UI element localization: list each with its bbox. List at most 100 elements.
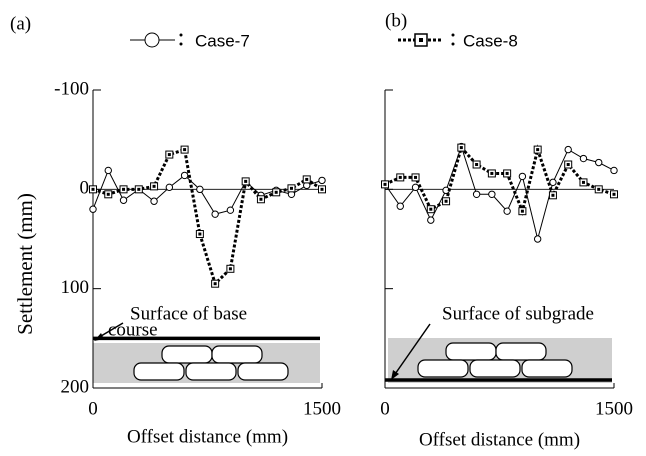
data-point [548, 191, 557, 200]
data-point [533, 235, 542, 243]
marker-dot [505, 171, 509, 175]
data-point [442, 197, 451, 206]
series-line [92, 147, 323, 287]
marker-dot [106, 192, 110, 196]
data-point [564, 145, 572, 154]
marker-dot [244, 179, 248, 183]
data-point [226, 264, 235, 273]
data-point [610, 166, 618, 175]
x-axis-label: Offset distance (mm) [127, 426, 288, 447]
marker-dot [198, 232, 202, 236]
data-point [211, 279, 220, 288]
bricks [417, 342, 573, 378]
arrow [392, 323, 431, 378]
marker-dot [274, 190, 278, 194]
data-point [487, 169, 496, 178]
data-point [196, 185, 204, 194]
y-tick-label: 0 [80, 178, 90, 199]
marker-dot [91, 187, 95, 191]
data-point [211, 210, 219, 218]
data-point [411, 173, 420, 182]
legend-colon [179, 33, 455, 46]
y-tick-label: -100 [54, 78, 89, 99]
marker-dot [305, 177, 309, 181]
data-point [150, 197, 158, 205]
marker-dot [520, 209, 524, 213]
y-tick-label: 100 [61, 277, 90, 298]
legend-label: Case-7 [195, 31, 250, 50]
x-tick-label: 1500 [303, 398, 341, 419]
data-point [503, 207, 511, 215]
data-point [89, 205, 97, 213]
bricks [133, 345, 289, 381]
annotation: Surface of base [130, 303, 247, 324]
marker-dot [383, 182, 387, 186]
data-point [396, 202, 404, 210]
x-axis-label: Offset distance (mm) [419, 429, 580, 450]
legend-label: Case-8 [463, 31, 518, 50]
data-point [610, 190, 618, 199]
data-point [411, 183, 420, 192]
series-line [384, 145, 615, 240]
data-point [595, 158, 603, 167]
data-point [104, 166, 112, 175]
data-point [119, 196, 128, 204]
marker-dot [551, 193, 555, 197]
panel-label: (b) [385, 10, 407, 31]
legend-marker [419, 38, 423, 42]
data-point [472, 160, 481, 169]
data-point [518, 172, 527, 181]
marker-dot [536, 148, 540, 152]
data-point [318, 176, 326, 185]
data-point [472, 190, 481, 199]
marker-dot [183, 148, 187, 152]
panel-label: (a) [10, 13, 31, 34]
marker-dot [581, 180, 585, 184]
data-point [302, 175, 311, 184]
arrow-head [391, 370, 399, 380]
data-point [518, 207, 527, 216]
marker-dot [228, 267, 232, 271]
data-point [104, 190, 113, 199]
data-point [195, 230, 204, 239]
marker-dot [398, 175, 402, 179]
data-point [89, 185, 97, 194]
y-axis-label: Settlement (mm) [13, 193, 37, 335]
marker-dot [597, 187, 601, 191]
marker-dot [259, 197, 263, 201]
marker-dot [475, 163, 479, 166]
marker-dot [137, 187, 141, 191]
x-tick-label: 0 [88, 398, 98, 419]
data-point [226, 206, 235, 214]
data-point [579, 178, 588, 187]
data-point [381, 180, 389, 189]
marker-dot [414, 175, 418, 179]
marker-dot [213, 282, 217, 286]
annotation: Surface of subgrade [442, 303, 594, 324]
data-point [396, 173, 405, 182]
data-point [488, 190, 496, 199]
marker-dot [429, 207, 433, 211]
data-point [165, 150, 174, 159]
marker-dot [566, 163, 570, 166]
data-point [180, 145, 189, 154]
marker-dot [490, 171, 494, 175]
data-point [134, 185, 143, 194]
data-point [256, 195, 265, 204]
series-line [92, 169, 323, 215]
data-point [594, 185, 603, 194]
data-point [241, 177, 250, 186]
data-point [180, 171, 189, 180]
data-point [119, 185, 128, 194]
marker-dot [122, 187, 126, 191]
x-tick-label: 0 [380, 398, 390, 419]
marker-dot [289, 186, 293, 190]
marker-dot [167, 153, 171, 157]
y-tick-label: 200 [61, 376, 90, 397]
marker-dot [444, 199, 448, 203]
data-point [150, 182, 159, 191]
data-point [579, 154, 588, 163]
legend-marker [144, 32, 160, 48]
data-point [318, 185, 326, 194]
